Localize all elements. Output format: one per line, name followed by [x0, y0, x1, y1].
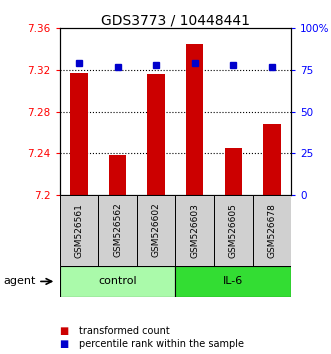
Text: GSM526605: GSM526605 — [229, 202, 238, 258]
Text: GSM526561: GSM526561 — [74, 202, 83, 258]
Bar — [186, 44, 204, 195]
Text: GSM526602: GSM526602 — [152, 203, 161, 257]
Text: GSM526603: GSM526603 — [190, 202, 199, 258]
Bar — [70, 73, 88, 195]
Text: percentile rank within the sample: percentile rank within the sample — [79, 339, 244, 349]
Bar — [253, 195, 291, 266]
Bar — [225, 148, 242, 195]
Text: control: control — [98, 276, 137, 286]
Bar — [147, 74, 165, 195]
Text: ■: ■ — [60, 339, 69, 349]
Bar — [109, 155, 126, 195]
Text: GSM526562: GSM526562 — [113, 203, 122, 257]
Bar — [263, 124, 281, 195]
Title: GDS3773 / 10448441: GDS3773 / 10448441 — [101, 13, 250, 27]
Bar — [60, 266, 175, 297]
Text: transformed count: transformed count — [79, 326, 170, 336]
Text: IL-6: IL-6 — [223, 276, 244, 286]
Bar — [175, 195, 214, 266]
Bar — [60, 195, 98, 266]
Bar — [137, 195, 175, 266]
Bar — [214, 195, 253, 266]
Text: ■: ■ — [60, 326, 69, 336]
Text: GSM526678: GSM526678 — [267, 202, 276, 258]
Bar — [98, 195, 137, 266]
Text: agent: agent — [3, 276, 36, 286]
Bar — [175, 266, 291, 297]
